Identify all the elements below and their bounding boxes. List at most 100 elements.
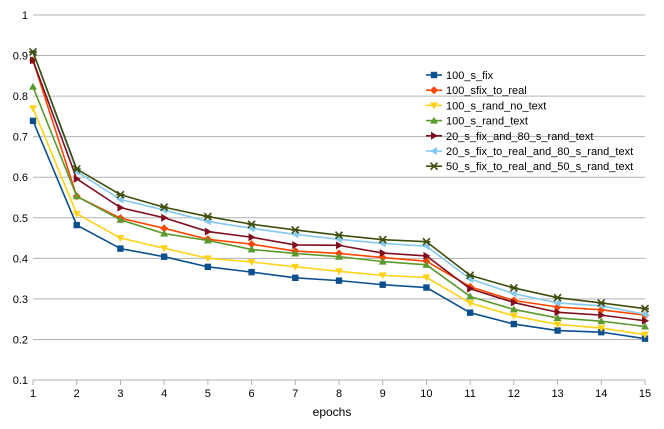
data-point — [292, 240, 300, 249]
legend-marker — [430, 86, 438, 95]
legend-marker — [430, 71, 438, 79]
x-tick-label: 2 — [74, 388, 80, 400]
data-point — [248, 233, 256, 242]
y-tick-label: 0.6 — [13, 172, 28, 184]
y-tick-label: 0.2 — [13, 334, 28, 346]
x-axis-title: epochs — [313, 405, 352, 419]
series-line — [32, 60, 646, 316]
data-point — [553, 298, 561, 307]
data-point — [291, 225, 300, 235]
x-tick-label: 7 — [292, 388, 298, 400]
data-point — [160, 203, 169, 212]
data-point — [379, 281, 386, 288]
data-point — [335, 277, 343, 284]
data-point — [466, 292, 475, 300]
legend-marker — [430, 102, 438, 110]
series-line — [32, 86, 646, 328]
data-point — [29, 105, 37, 113]
data-point — [72, 165, 81, 174]
legend-marker — [429, 162, 439, 171]
data-point — [597, 298, 606, 308]
data-point — [598, 328, 605, 336]
data-point — [160, 253, 168, 260]
data-point — [422, 242, 430, 251]
legend-item: 20_s_fix_and_80_s_rand_text — [426, 131, 593, 143]
data-point — [334, 231, 344, 240]
series-100_s_fix — [29, 117, 649, 342]
legend: 100_s_fix 100_sfix_to_real 100_s_rand_no_t… — [426, 70, 633, 173]
x-tick-label: 15 — [639, 388, 651, 400]
x-tick-label: 12 — [508, 388, 520, 400]
legend-label: 100_sfix_to_real — [446, 85, 527, 97]
data-point — [597, 317, 606, 325]
y-tick-label: 0.9 — [13, 51, 28, 63]
data-point — [553, 313, 562, 321]
data-point — [597, 325, 606, 333]
legend-label: 50_s_fix_to_real_and_50_s_rand_text — [446, 161, 633, 173]
data-point — [422, 274, 431, 282]
legend-item: 50_s_fix_to_real_and_50_s_rand_text — [426, 161, 633, 173]
y-tick-label: 0.8 — [13, 91, 28, 103]
y-tick-label: 1 — [22, 10, 28, 22]
data-point — [640, 304, 650, 313]
data-point — [335, 252, 343, 260]
y-tick-label: 0.1 — [13, 375, 28, 387]
x-tick-label: 8 — [336, 388, 342, 400]
legend-item: 100_sfix_to_real — [426, 85, 527, 97]
axes: 0.10.20.30.40.50.60.70.80.911 2 3 4 5 6 7 8 9 10 1… — [13, 10, 651, 400]
data-point — [291, 263, 300, 271]
x-tick-label: 6 — [249, 388, 255, 400]
data-point — [203, 236, 212, 244]
data-point — [247, 258, 256, 266]
data-point — [510, 320, 518, 328]
data-point — [292, 274, 299, 281]
series-group — [28, 47, 650, 342]
legend-marker — [431, 131, 438, 140]
data-point — [379, 249, 387, 258]
data-point — [248, 268, 255, 276]
data-point — [422, 237, 431, 246]
data-point — [510, 298, 518, 307]
data-point — [641, 335, 649, 342]
data-point — [160, 245, 169, 253]
data-point — [641, 322, 649, 330]
x-tick-label: 5 — [205, 388, 211, 400]
data-point — [423, 251, 431, 260]
data-point — [553, 321, 562, 329]
data-point — [160, 224, 169, 233]
data-point — [554, 308, 562, 317]
legend-marker — [430, 147, 437, 155]
x-tick-label: 10 — [420, 388, 432, 400]
series-50_s_fix_to_real_and_50_s_rand_text — [28, 47, 650, 313]
series-100_s_rand_no_text — [29, 105, 649, 339]
data-point — [203, 212, 212, 221]
x-tick-label: 11 — [464, 388, 475, 400]
data-point — [378, 235, 387, 244]
y-tick-label: 0.3 — [13, 294, 28, 306]
data-point — [203, 217, 211, 226]
data-point — [116, 235, 125, 243]
legend-label: 100_s_fix — [446, 70, 494, 82]
data-point — [423, 284, 430, 291]
data-point — [466, 299, 475, 307]
x-tick-label: 3 — [117, 388, 123, 400]
data-point — [116, 215, 125, 223]
y-tick-label: 0.4 — [13, 253, 28, 265]
data-point — [422, 260, 431, 268]
data-point — [117, 245, 124, 252]
data-point — [466, 309, 474, 316]
data-point — [73, 221, 80, 229]
data-point — [72, 210, 81, 218]
legend-label: 100_s_rand_text — [446, 116, 528, 128]
data-point — [467, 284, 475, 293]
data-point — [335, 268, 343, 276]
data-point — [641, 331, 649, 339]
x-tick-label: 14 — [595, 388, 607, 400]
data-point — [291, 249, 300, 257]
x-tick-label: 13 — [551, 388, 563, 400]
data-point — [642, 316, 649, 325]
data-point — [598, 311, 606, 320]
data-point — [509, 305, 518, 313]
